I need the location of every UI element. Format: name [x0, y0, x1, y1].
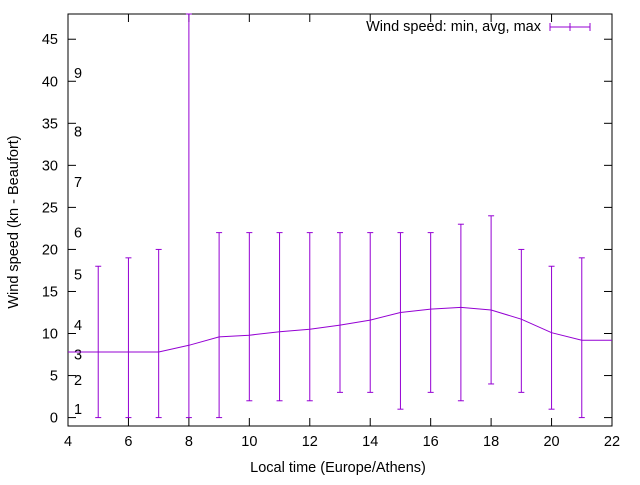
x-tick-label: 12	[302, 434, 318, 450]
x-tick-label: 6	[124, 434, 132, 450]
error-bar	[246, 232, 253, 402]
y-axis-label: Wind speed (kn - Beaufort)	[6, 135, 22, 308]
beaufort-label: 5	[74, 268, 82, 284]
error-bar	[276, 232, 283, 402]
beaufort-label: 7	[74, 175, 82, 191]
error-bar	[578, 257, 585, 419]
error-bar	[488, 215, 495, 385]
beaufort-label: 3	[74, 348, 82, 364]
x-tick-label: 4	[64, 434, 72, 450]
error-bar	[155, 248, 162, 419]
beaufort-label: 1	[74, 402, 82, 418]
y-tick-label: 30	[42, 158, 58, 174]
y-tick-label: 15	[42, 284, 58, 300]
y-tick-label: 10	[42, 327, 58, 343]
y-tick-label: 5	[50, 369, 58, 385]
error-bar	[185, 13, 192, 419]
error-bar	[548, 265, 555, 410]
x-tick-label: 14	[362, 434, 378, 450]
plot-frame	[67, 13, 613, 427]
legend-label: Wind speed: min, avg, max	[366, 19, 542, 35]
error-bar	[397, 232, 404, 410]
error-bar	[95, 265, 102, 419]
error-bar	[367, 232, 374, 393]
legend-entry: Wind speed: min, avg, max	[366, 19, 591, 35]
error-bar	[306, 232, 313, 402]
y-tick-label: 40	[42, 74, 58, 90]
beaufort-label: 4	[74, 318, 82, 334]
error-bar	[216, 232, 223, 419]
beaufort-label: 8	[74, 125, 82, 141]
y-tick-label: 35	[42, 116, 58, 132]
x-tick-label: 22	[604, 434, 620, 450]
error-bar	[427, 232, 434, 393]
beaufort-label: 6	[74, 226, 82, 242]
error-bar	[125, 257, 132, 419]
x-tick-label: 8	[185, 434, 193, 450]
y-tick-label: 20	[42, 242, 58, 258]
beaufort-label: 2	[74, 373, 82, 389]
error-bar	[518, 248, 525, 393]
x-tick-label: 20	[543, 434, 559, 450]
x-tick-label: 10	[241, 434, 257, 450]
y-tick-label: 45	[42, 32, 58, 48]
error-bar	[337, 232, 343, 393]
x-tick-label: 18	[483, 434, 499, 450]
y-tick-label: 25	[42, 200, 58, 216]
error-bar	[457, 223, 464, 402]
y-tick-label: 0	[50, 411, 58, 427]
x-axis-label: Local time (Europe/Athens)	[250, 460, 426, 476]
x-tick-label: 16	[423, 434, 439, 450]
beaufort-label: 9	[74, 66, 82, 82]
